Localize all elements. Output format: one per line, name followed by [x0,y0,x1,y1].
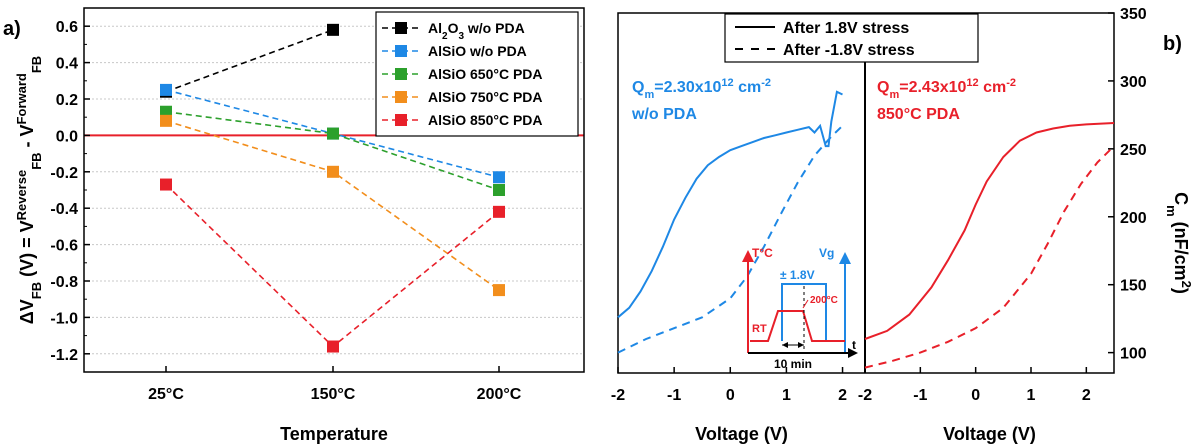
y-tick-label: -0.2 [50,165,78,182]
inset-duration-arrowhead-left [782,342,788,348]
data-point [493,184,505,196]
inset-rt-label: RT [752,323,767,335]
annotation-qm-right: Qm=2.43x1012 cm-2 [877,77,1016,101]
data-point [493,171,505,184]
inset-temp-label: T°C [752,246,773,260]
y-tick-label: -0.6 [50,238,78,255]
legend-label: AlSiO w/o PDA [428,43,527,59]
legend-box [375,11,579,137]
y-tick-label: 0.6 [56,19,78,36]
y-tick-label: -0.8 [50,274,78,291]
series-line [165,183,500,348]
inset-duration-arrowhead-right [798,342,804,348]
x-tick-label: -2 [611,387,625,404]
annotation-condition-right: 850°C PDA [877,106,960,123]
panel-label: b) [1163,33,1182,55]
inset-time-label: t [852,338,856,352]
series-line [165,110,500,191]
inset-temp-arrow [742,250,754,262]
cv-curve-solid [864,122,1115,340]
data-point [160,178,172,191]
y-tick-label: 200 [1120,210,1147,227]
x-tick-label: 2 [838,387,847,404]
x-axis-label: Temperature [280,424,388,444]
cv-curve-dashed [864,145,1115,369]
legend-marker [395,68,407,80]
inset-temp-profile [750,310,845,342]
data-point [327,165,339,178]
inset-voltage-pulse [781,283,827,341]
x-tick-label: -1 [913,387,927,404]
y-tick-label: 300 [1120,74,1147,91]
x-tick-label: 25°C [148,386,184,403]
y-tick-label: 0.2 [56,92,78,109]
legend-label: AlSiO 750°C PDA [428,89,543,105]
data-point [327,127,339,140]
legend-label: AlSiO 850°C PDA [428,112,543,128]
x-tick-label: 150°C [311,386,356,403]
x-tick-label: 200°C [477,386,522,403]
panel-label: a) [3,18,21,40]
legend-marker [395,45,407,57]
y-tick-label: 150 [1120,278,1147,295]
cv-curve-dashed [617,125,844,354]
y-axis-label: Cm (nF/cm2) [1165,192,1195,294]
inset-vg-label: Vg [819,246,834,260]
series-line [165,120,500,291]
x-tick-label: 2 [1082,387,1091,404]
data-point [160,83,172,96]
y-tick-label: 350 [1120,6,1147,23]
cv-curve-solid [617,90,843,319]
legend-label: After 1.8V stress [783,20,909,37]
inset-time-arrow [848,348,858,358]
y-axis-label: ΔVFB (V) = VReverseFB - VForwardFB [14,56,44,324]
y-tick-label: 100 [1120,346,1147,363]
inset-200c-label: 200°C [810,295,838,306]
legend-box [724,13,979,63]
data-point [160,114,172,127]
y-tick-label: -1.2 [50,347,78,364]
x-tick-label: 1 [1027,387,1036,404]
panel-b-chart: b) 100 150 200 250 300 350 Cm (nF/cm2) -2 -1 0 1 2 -2… [611,6,1195,444]
x-tick-label: -2 [858,387,872,404]
y-tick-label: 250 [1120,142,1147,159]
data-point [327,340,339,353]
legend-marker [395,22,407,34]
inset-schematic: T°C Vg t ± 1.8V 200°C RT 10 min [742,246,858,371]
y-tick-label: 0.4 [56,56,78,73]
x-tick-label: 0 [726,387,735,404]
series-line [165,29,334,93]
inset-voltage-label: ± 1.8V [780,268,815,282]
x-axis-label-right: Voltage (V) [943,424,1036,444]
panel-a-chart: a) -1.2 -1.0 -0.8 -0.6 -0.4 -0.2 0.0 0.2 0.4 0.6 25… [3,7,585,444]
legend-label: AlSiO 650°C PDA [428,66,543,82]
data-point [160,105,172,118]
x-axis-label-left: Voltage (V) [695,424,788,444]
x-tick-label: 0 [971,387,980,404]
annotation-qm-left: Qm=2.30x1012 cm-2 [632,77,771,101]
data-point [493,205,505,218]
legend-marker [395,91,407,103]
data-point [327,23,339,36]
inset-vg-arrow [839,252,851,264]
data-point [493,284,505,297]
y-tick-label: 0.0 [56,128,78,145]
legend-label: After -1.8V stress [783,42,915,59]
y-tick-label: -0.4 [50,201,78,218]
annotation-condition-left: w/o PDA [631,106,697,123]
x-tick-label: -1 [667,387,681,404]
y-tick-label: -1.0 [50,310,78,327]
legend-marker [395,114,407,126]
inset-duration-label: 10 min [774,357,812,371]
x-tick-label: 1 [782,387,791,404]
inset-200c-pointer [802,299,809,309]
